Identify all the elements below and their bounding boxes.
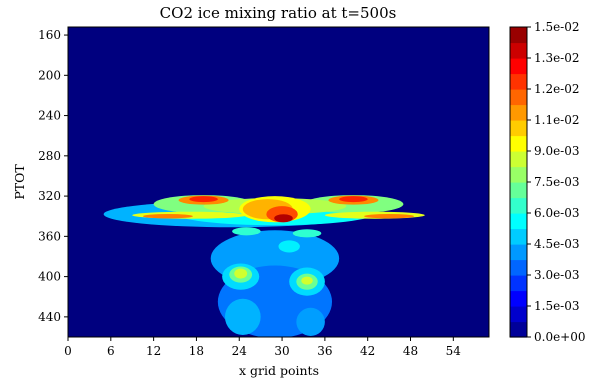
colorbar-tick-label: 7.5e-03 (534, 175, 580, 189)
colorbar-level (510, 166, 527, 183)
y-tick-label: 400 (38, 270, 61, 284)
y-tick-label: 280 (38, 149, 61, 163)
x-tick-label: 24 (232, 344, 248, 358)
y-axis: 160 200 240 280 320 360 400 440 (38, 28, 68, 324)
x-tick-label: 0 (64, 344, 72, 358)
colorbar-level (510, 213, 527, 230)
colorbar-level (510, 197, 527, 214)
colorbar-tick-label: 0.0e+00 (534, 330, 586, 344)
colorbar-tick-label: 4.5e-03 (534, 237, 580, 251)
colorbar-level (510, 259, 527, 276)
colorbar-tick-label: 1.2e-02 (534, 82, 580, 96)
x-tick-label: 12 (146, 344, 161, 358)
x-tick-label: 30 (274, 344, 289, 358)
contour-region (224, 298, 261, 335)
y-tick-label: 240 (38, 109, 61, 123)
colorbar-tick-label: 1.5e-03 (534, 299, 580, 313)
colorbar-level (510, 151, 527, 168)
colorbar-level (510, 290, 527, 307)
contour-region (189, 196, 218, 203)
x-tick-label: 36 (317, 344, 332, 358)
contour-region (232, 227, 261, 236)
colorbar-level (510, 104, 527, 121)
y-tick-label: 320 (38, 189, 61, 203)
contour-region (301, 276, 313, 285)
colorbar: 1.5e-02 1.3e-02 1.2e-02 1.1e-02 9.0e-03 7.5e-… (509, 20, 586, 344)
colorbar-tick-label: 6.0e-03 (534, 206, 580, 220)
colorbar-tick-label: 9.0e-03 (534, 144, 580, 158)
plot-frame (67, 26, 490, 338)
contour-region (234, 268, 248, 279)
colorbar-level (510, 120, 527, 137)
colorbar-level (510, 228, 527, 245)
x-tick-label: 6 (107, 344, 115, 358)
contour-region (296, 307, 325, 336)
colorbar-tick-label: 1.5e-02 (534, 20, 580, 34)
colorbar-level (510, 42, 527, 59)
colorbar-level (510, 244, 527, 261)
colorbar-tick-label: 1.1e-02 (534, 113, 580, 127)
x-tick-label: 48 (403, 344, 418, 358)
contour-region (339, 196, 368, 203)
x-tick-label: 18 (189, 344, 204, 358)
colorbar-tick-label: 3.0e-03 (534, 268, 580, 282)
colorbar-level (510, 182, 527, 199)
y-axis-label: PTOT (12, 164, 27, 200)
colorbar-level (510, 135, 527, 152)
colorbar-tick-label: 1.3e-02 (534, 51, 580, 65)
y-tick-label: 440 (38, 310, 61, 324)
contour-region (278, 240, 300, 253)
colorbar-level (510, 58, 527, 75)
contour-region (292, 229, 322, 238)
x-tick-label: 42 (360, 344, 375, 358)
colorbar-level (510, 27, 527, 44)
x-tick-label: 54 (446, 344, 462, 358)
contour-region (274, 214, 293, 223)
contour-region (364, 214, 415, 219)
y-tick-label: 160 (38, 28, 61, 42)
x-axis: 0 6 12 18 24 30 36 42 48 54 (64, 337, 461, 358)
colorbar-level (510, 73, 527, 90)
y-tick-label: 200 (38, 68, 61, 82)
plot-area (67, 26, 490, 338)
contour-fill (103, 195, 425, 337)
colorbar-level (510, 275, 527, 292)
x-axis-label: x grid points (239, 363, 319, 378)
y-tick-label: 360 (38, 229, 61, 243)
chart-title: CO2 ice mixing ratio at t=500s (160, 4, 397, 22)
colorbar-level (510, 321, 527, 338)
contour-region (142, 214, 193, 219)
colorbar-level (510, 306, 527, 323)
colorbar-level (510, 89, 527, 106)
